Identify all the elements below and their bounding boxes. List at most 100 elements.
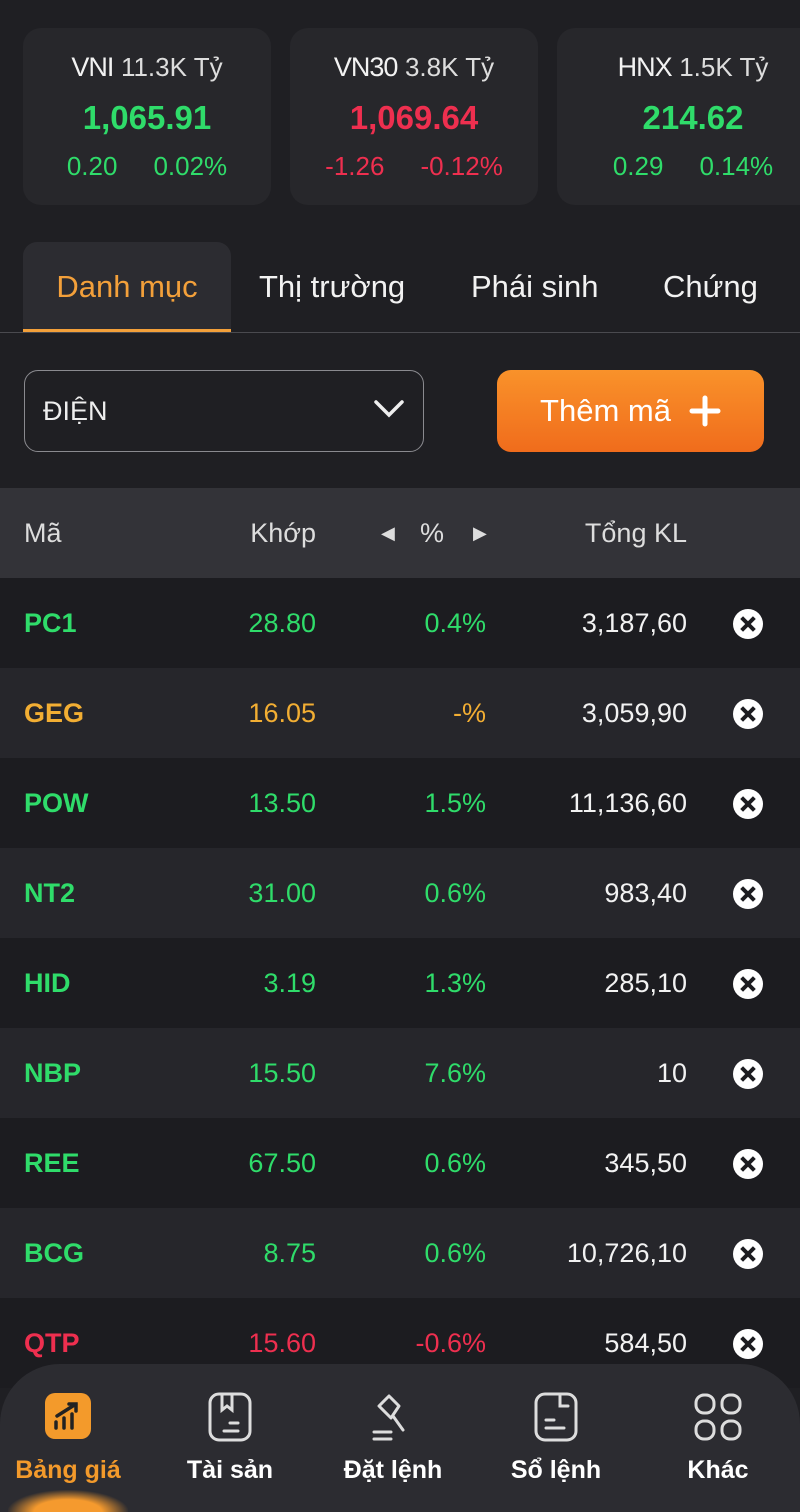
index-percent: 0.14% <box>699 151 774 181</box>
chart-trend-icon <box>45 1393 91 1439</box>
bottom-nav: Bảng giá Tài sản Đặt lệnh Sổ lệnh Khác <box>0 1364 800 1512</box>
caret-left-icon[interactable]: ◀ <box>381 523 395 543</box>
index-change: 0.29 <box>612 151 664 181</box>
nav-khac[interactable]: Khác <box>638 1392 798 1485</box>
row-percent: 0.6% <box>424 1148 486 1178</box>
remove-icon[interactable] <box>733 969 763 999</box>
remove-icon[interactable] <box>733 789 763 819</box>
row-percent: 0.6% <box>424 1238 486 1268</box>
index-name: VNI <box>71 52 114 82</box>
row-code[interactable]: GEG <box>24 698 85 728</box>
remove-icon[interactable] <box>733 609 763 639</box>
index-card-hnx[interactable]: HNX 1.5K Tỷ 214.62 0.29 0.14% <box>557 28 800 205</box>
table-row[interactable]: BCG 8.75 0.6% 10,726,10 <box>0 1208 800 1298</box>
row-code[interactable]: REE <box>24 1148 80 1178</box>
row-percent: 7.6% <box>424 1058 486 1088</box>
nav-bang-gia[interactable]: Bảng giá <box>0 1392 148 1485</box>
nav-label: Đặt lệnh <box>343 1456 443 1484</box>
index-card-vn30[interactable]: VN30 3.8K Tỷ 1,069.64 -1.26 -0.12% <box>290 28 538 205</box>
row-volume: 10,726,10 <box>566 1238 687 1268</box>
remove-icon[interactable] <box>733 699 763 729</box>
index-card-vni[interactable]: VNI 11.3K Tỷ 1,065.91 0.20 0.02% <box>23 28 271 205</box>
index-change: -1.26 <box>325 151 385 181</box>
index-value: 1,065.91 <box>82 99 212 136</box>
nav-label: Bảng giá <box>15 1456 121 1484</box>
index-percent: -0.12% <box>420 151 503 181</box>
row-match: 13.50 <box>248 788 316 818</box>
caret-right-icon[interactable]: ▶ <box>473 523 487 543</box>
active-tab-indicator <box>8 1490 128 1512</box>
row-code[interactable]: BCG <box>24 1238 84 1268</box>
tab-thi-truong[interactable]: Thị trường <box>259 269 406 304</box>
order-book-icon <box>534 1392 578 1442</box>
row-code[interactable]: QTP <box>24 1328 80 1358</box>
row-match: 8.75 <box>263 1238 316 1268</box>
nav-so-lenh[interactable]: Sổ lệnh <box>476 1392 636 1485</box>
row-match: 16.05 <box>248 698 316 728</box>
row-code[interactable]: NBP <box>24 1058 82 1088</box>
nav-label: Khác <box>687 1456 749 1484</box>
table-header: Mã Khớp ◀ % ▶ Tổng KL <box>0 488 800 578</box>
row-match: 15.50 <box>248 1058 316 1088</box>
table-row[interactable]: POW 13.50 1.5% 11,136,60 <box>0 758 800 848</box>
remove-icon[interactable] <box>733 1059 763 1089</box>
nav-tai-san[interactable]: Tài sản <box>150 1392 310 1485</box>
row-percent: 0.6% <box>424 878 486 908</box>
row-code[interactable]: POW <box>24 788 89 818</box>
row-match: 28.80 <box>248 608 316 638</box>
row-match: 3.19 <box>263 968 316 998</box>
remove-icon[interactable] <box>733 1239 763 1269</box>
gavel-icon <box>372 1394 405 1441</box>
watchlist-dropdown[interactable]: ĐIỆN <box>24 370 424 452</box>
tab-danh-muc[interactable]: Danh mục <box>23 242 231 332</box>
row-code[interactable]: NT2 <box>24 878 76 908</box>
row-match: 15.60 <box>248 1328 316 1358</box>
nav-label: Tài sản <box>186 1456 274 1484</box>
add-symbol-label: Thêm mã <box>540 393 671 428</box>
row-volume: 345,50 <box>604 1148 687 1178</box>
add-symbol-button[interactable]: Thêm mã <box>497 370 764 452</box>
index-volume: 3.8K Tỷ <box>404 52 495 82</box>
plus-icon <box>689 395 721 427</box>
nav-label: Sổ lệnh <box>510 1456 602 1484</box>
table-row[interactable]: NBP 15.50 7.6% 10 <box>0 1028 800 1118</box>
row-volume: 11,136,60 <box>568 788 687 818</box>
row-percent: -0.6% <box>415 1328 486 1358</box>
table-row[interactable]: PC1 28.80 0.4% 3,187,60 <box>0 578 800 668</box>
remove-icon[interactable] <box>733 1149 763 1179</box>
row-match: 67.50 <box>248 1148 316 1178</box>
row-volume: 983,40 <box>604 878 687 908</box>
index-value: 214.62 <box>642 99 744 136</box>
index-percent: 0.02% <box>153 151 228 181</box>
row-volume: 10 <box>656 1058 687 1088</box>
table-row[interactable]: HID 3.19 1.3% 285,10 <box>0 938 800 1028</box>
remove-icon[interactable] <box>733 1329 763 1359</box>
index-name: VN30 <box>333 52 399 82</box>
tab-phai-sinh[interactable]: Phái sinh <box>471 269 599 304</box>
header-match[interactable]: Khớp <box>250 518 316 548</box>
header-volume[interactable]: Tổng KL <box>584 518 687 548</box>
table-row[interactable]: GEG 16.05 -% 3,059,90 <box>0 668 800 758</box>
table-row[interactable]: REE 67.50 0.6% 345,50 <box>0 1118 800 1208</box>
header-percent[interactable]: % <box>420 518 445 548</box>
remove-icon[interactable] <box>733 879 763 909</box>
nav-dat-lenh[interactable]: Đặt lệnh <box>313 1392 473 1485</box>
row-volume: 3,059,90 <box>581 698 687 728</box>
row-volume: 3,187,60 <box>581 608 687 638</box>
tab-chung[interactable]: Chứng <box>663 269 758 304</box>
row-code[interactable]: HID <box>24 968 71 998</box>
row-match: 31.00 <box>248 878 316 908</box>
row-percent: 0.4% <box>424 608 486 638</box>
row-percent: 1.3% <box>424 968 486 998</box>
index-volume: 1.5K Tỷ <box>679 52 769 82</box>
index-value: 1,069.64 <box>349 99 479 136</box>
row-code[interactable]: PC1 <box>24 608 77 638</box>
table-row[interactable]: NT2 31.00 0.6% 983,40 <box>0 848 800 938</box>
row-percent: -% <box>453 698 486 728</box>
grid-icon <box>694 1393 742 1441</box>
chevron-down-icon <box>374 400 404 418</box>
row-volume: 584,50 <box>604 1328 687 1358</box>
index-name: HNX <box>617 52 673 82</box>
header-code[interactable]: Mã <box>24 518 62 548</box>
tab-bar: Danh mục Thị trường Phái sinh Chứng <box>0 242 800 333</box>
